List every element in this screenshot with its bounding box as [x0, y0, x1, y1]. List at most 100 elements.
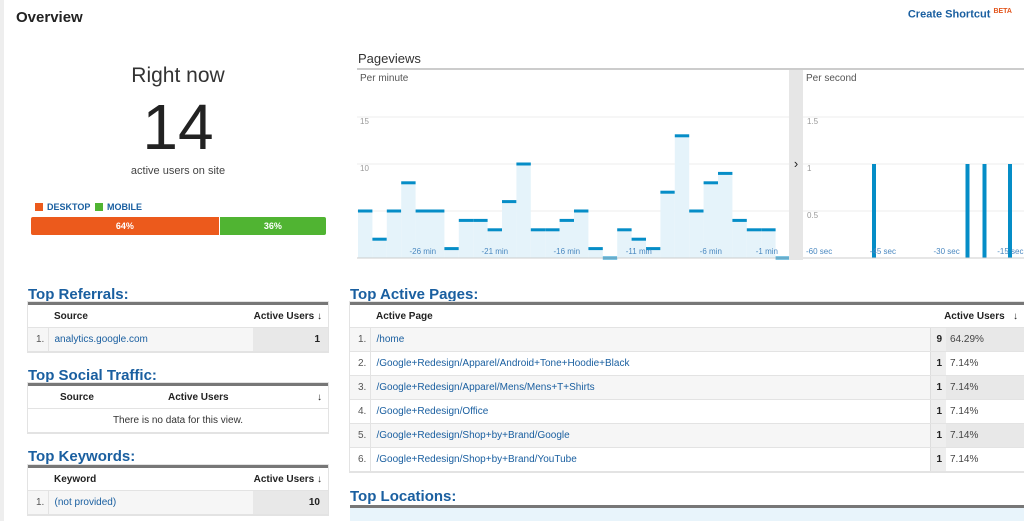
bar-top [487, 228, 502, 232]
table-row: 2./Google+Redesign/Apparel/Android+Tone+… [350, 351, 1024, 376]
table-row: 4./Google+Redesign/Office 1 7.14% [350, 399, 1024, 424]
legend-label: DESKTOP [47, 202, 91, 212]
col-active-users[interactable]: Active Users ↓ [253, 466, 328, 491]
page-link[interactable]: /home [370, 327, 930, 352]
bar-top [746, 228, 762, 232]
page-link[interactable]: /Google+Redesign/Shop+by+Brand/Google [370, 423, 930, 448]
users-value: 1 [929, 399, 946, 424]
table-row: 1. (not provided) 10 [28, 490, 328, 515]
bar-top [502, 200, 517, 204]
col-source[interactable]: Source [28, 303, 253, 328]
bar-top [718, 171, 733, 175]
referrals-title: Top Referrals: [28, 286, 129, 303]
percent-value: 7.14% [946, 423, 1024, 448]
bar-area [358, 211, 373, 258]
bar-area [473, 220, 488, 258]
beta-badge: BETA [993, 8, 1012, 15]
bar-area [502, 201, 517, 258]
bar-top [372, 237, 387, 241]
col-active-page[interactable]: Active Page [350, 303, 930, 328]
y-tick-label: 0.5 [807, 211, 819, 220]
sort-arrow-icon[interactable]: ↓ [303, 384, 328, 409]
bar-area [588, 248, 603, 258]
bar-area [401, 182, 416, 258]
col-source[interactable]: Source [28, 384, 168, 409]
referrals-table: Source Active Users ↓ 1. analytics.google.… [27, 301, 329, 353]
bar-area [516, 164, 531, 258]
mobile-segment: 36% [219, 217, 326, 235]
percent-value: 7.14% [946, 399, 1024, 424]
users-value: 1 [929, 375, 946, 400]
source-link[interactable]: analytics.google.com [48, 327, 253, 352]
page-link[interactable]: /Google+Redesign/Apparel/Android+Tone+Ho… [370, 351, 930, 376]
y-tick-label: 1 [807, 164, 812, 173]
active-users-count: 14 [142, 91, 214, 163]
per-minute-label: Per minute [360, 73, 409, 84]
bar-area [646, 248, 661, 258]
bar-area [559, 220, 574, 258]
pageviews-title: Pageviews [358, 51, 421, 66]
bar-top [646, 247, 661, 251]
bar-top [761, 228, 776, 232]
bar-area [746, 229, 762, 258]
bar-top [559, 218, 574, 222]
keyword-link[interactable]: (not provided) [48, 490, 253, 515]
row-number: 1. [28, 490, 49, 515]
desktop-swatch [35, 203, 43, 211]
percent-value: 7.14% [946, 447, 1024, 472]
x-tick-label: -6 min [700, 247, 722, 256]
page-link[interactable]: /Google+Redesign/Apparel/Mens/Mens+T+Shi… [370, 375, 930, 400]
bar-area [660, 192, 675, 258]
table-row: 6./Google+Redesign/Shop+by+Brand/YouTube… [350, 447, 1024, 472]
col-active-users[interactable]: Active Users [168, 384, 304, 409]
y-tick-label: 10 [360, 164, 369, 173]
social-table: Source Active Users ↓ There is no data for… [27, 382, 329, 434]
table-row: 1./home 9 64.29% [350, 327, 1024, 352]
locations-map[interactable] [350, 505, 1024, 521]
col-keyword[interactable]: Keyword [28, 466, 253, 491]
device-split-bar: 64% 36% [31, 217, 326, 235]
bar-top [386, 209, 402, 213]
create-shortcut-link[interactable]: Create Shortcut BETA [908, 8, 1012, 21]
divider [357, 68, 1024, 70]
page-link[interactable]: /Google+Redesign/Office [370, 399, 930, 424]
bar-area [430, 211, 445, 258]
keywords-table: Keyword Active Users ↓ 1. (not provided) 10 [27, 464, 329, 516]
panel-separator [789, 70, 803, 260]
row-number: 1. [28, 327, 49, 352]
users-value: 9 [929, 327, 946, 352]
row-number: 1. [350, 327, 371, 352]
legend-desktop: DESKTOP [35, 202, 90, 212]
col-active-users[interactable]: Active Users ↓ [930, 303, 1024, 328]
percent-value: 7.14% [946, 351, 1024, 376]
page-link[interactable]: /Google+Redesign/Shop+by+Brand/YouTube [370, 447, 930, 472]
page-title: Overview [16, 9, 83, 26]
bar-top [516, 162, 531, 166]
bar-top [689, 209, 704, 213]
bar-top [674, 134, 690, 138]
x-tick-label: -21 min [481, 247, 508, 256]
chevron-right-icon: › [794, 156, 798, 171]
bar-area [530, 229, 546, 258]
per-second-label: Per second [806, 73, 857, 84]
bar-top [588, 247, 603, 251]
bar-top [358, 209, 373, 213]
bar-top [430, 209, 445, 213]
left-edge [0, 0, 4, 521]
bar-area [545, 229, 560, 258]
bar-top [473, 218, 488, 222]
bar-top [703, 181, 718, 185]
bar-area [674, 135, 690, 258]
bar-area [386, 211, 402, 258]
mobile-swatch [95, 203, 103, 211]
empty-message: There is no data for this view. [28, 408, 328, 433]
active-users-sublabel: active users on site [130, 165, 226, 177]
bar-area [703, 182, 718, 258]
users-value: 1 [929, 423, 946, 448]
col-active-users[interactable]: Active Users ↓ [253, 303, 328, 328]
users-value: 10 [253, 490, 328, 515]
legend-label: MOBILE [107, 202, 142, 212]
pages-table: Active Page Active Users ↓ 1./home 9 64.29%… [349, 301, 1024, 473]
pageviews-chart: Per minute51015-26 min-21 min-16 min-11 … [357, 70, 1024, 260]
bar [1008, 164, 1012, 258]
